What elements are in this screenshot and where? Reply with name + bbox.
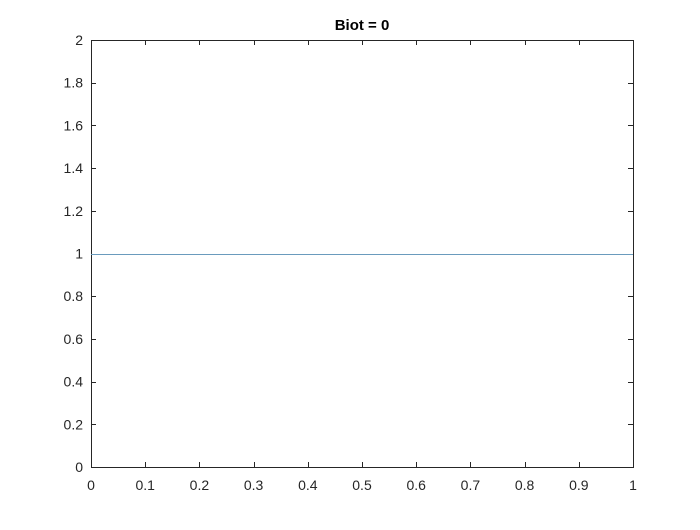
plot-area: 0 0.1 0.2 0.3 0.4 0.5 0.6 0.7 0.8 0.9 1 0 0.2 0.4 0.6 0… xyxy=(64,32,638,493)
y-tick-label: 0.2 xyxy=(64,416,84,432)
x-tick-label: 0.1 xyxy=(135,477,155,493)
chart-title: Biot = 0 xyxy=(335,17,390,34)
y-tick-label: 1.6 xyxy=(64,117,84,133)
x-tick-label: 0.9 xyxy=(569,477,589,493)
x-tick-label: 0.3 xyxy=(244,477,264,493)
y-tick-label: 1 xyxy=(75,246,83,262)
x-tick-label: 0.2 xyxy=(190,477,210,493)
y-tick-label: 1.8 xyxy=(64,75,84,91)
x-tick-label: 0.7 xyxy=(461,477,481,493)
y-tick-label: 0.8 xyxy=(64,288,84,304)
x-tick-label: 0.8 xyxy=(515,477,535,493)
x-tick-label: 0.5 xyxy=(352,477,372,493)
y-tick-label: 0 xyxy=(75,459,83,475)
x-tick-label: 0.4 xyxy=(298,477,318,493)
x-tick-label: 0.6 xyxy=(406,477,426,493)
x-tick-label: 0 xyxy=(87,477,95,493)
x-tick-label: 1 xyxy=(629,477,637,493)
y-tick-label: 1.2 xyxy=(64,203,84,219)
y-tick-label: 2 xyxy=(75,32,83,48)
y-tick-label: 0.6 xyxy=(64,331,84,347)
y-tick-label: 0.4 xyxy=(64,374,84,390)
y-tick-label: 1.4 xyxy=(64,160,84,176)
